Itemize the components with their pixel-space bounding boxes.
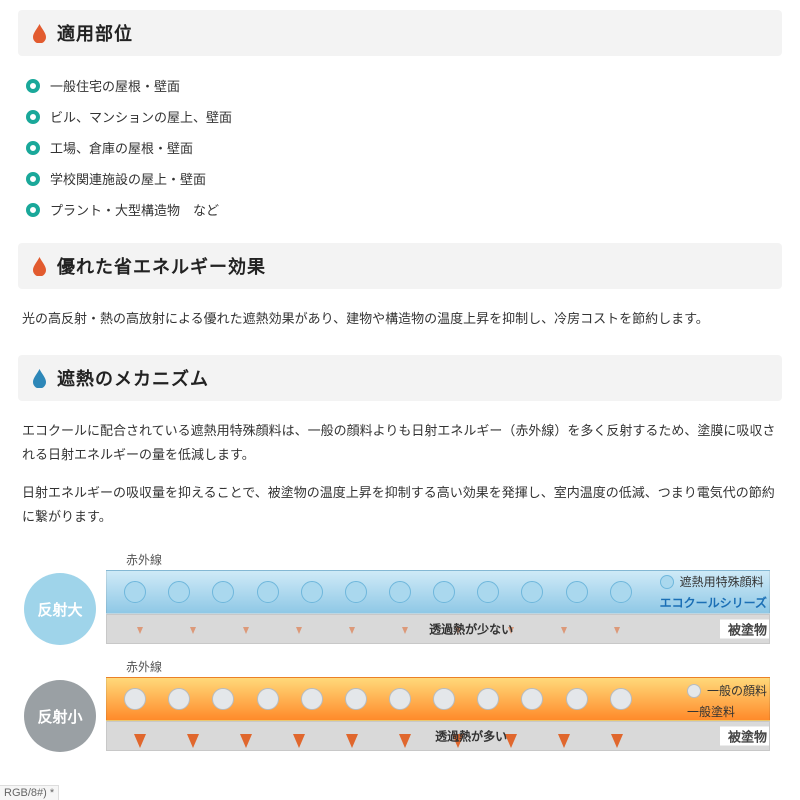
energy-paragraph: 光の高反射・熱の高放射による優れた遮熱効果があり、建物や構造物の温度上昇を抑制し… <box>18 303 782 345</box>
substrate-layer: 透過熱が少ない 被塗物 <box>106 614 770 644</box>
transmitted-arrows <box>107 627 649 644</box>
legend-label: 遮熱用特殊顔料 <box>680 573 764 590</box>
ir-label: 赤外線 <box>126 658 770 675</box>
badge-small-reflection: 反射小 <box>24 680 96 752</box>
legend-label: 一般の顔料 <box>707 682 767 699</box>
diagram-group-small: 赤外線 反射小 一般の顔料 一般塗料 透過熱が多い 被塗物 <box>30 658 770 751</box>
status-footer: RGB/8#) * <box>0 785 59 800</box>
list-item: 工場、倉庫の屋根・壁面 <box>26 132 782 163</box>
list-item-label: ビル、マンションの屋上、壁面 <box>50 107 232 126</box>
pigments-blue <box>107 571 649 613</box>
section-header-mechanism: 遮熱のメカニズム <box>18 355 782 401</box>
transmitted-arrows <box>107 734 649 751</box>
list-item: ビル、マンションの屋上、壁面 <box>26 101 782 132</box>
layers-small: 一般の顔料 一般塗料 透過熱が多い 被塗物 <box>106 677 770 751</box>
list-item-label: 工場、倉庫の屋根・壁面 <box>50 138 193 157</box>
drop-icon <box>32 256 47 276</box>
mechanism-paragraph-2: 日射エネルギーの吸収量を抑えることで、被塗物の温度上昇を抑制する高い効果を発揮し… <box>18 481 782 543</box>
ir-label: 赤外線 <box>126 551 770 568</box>
substrate-label: 被塗物 <box>720 727 770 746</box>
pigments-gray <box>107 678 649 720</box>
mid-label: 透過熱が多い <box>435 728 507 745</box>
section-title: 適用部位 <box>57 20 133 46</box>
bullet-ring-icon <box>26 203 40 217</box>
coating-layer-general: 一般の顔料 一般塗料 <box>106 677 770 721</box>
bullet-ring-icon <box>26 141 40 155</box>
legend-large: 遮熱用特殊顔料 エコクールシリーズ <box>660 573 767 611</box>
substrate-layer: 透過熱が多い 被塗物 <box>106 721 770 751</box>
bullet-ring-icon <box>26 110 40 124</box>
list-item: 学校関連施設の屋上・壁面 <box>26 163 782 194</box>
badge-large-reflection: 反射大 <box>24 573 96 645</box>
mechanism-paragraph-1: エコクールに配合されている遮熱用特殊顔料は、一般の顔料よりも日射エネルギー（赤外… <box>18 415 782 481</box>
list-item: プラント・大型構造物 など <box>26 194 782 225</box>
layers-large: 遮熱用特殊顔料 エコクールシリーズ 透過熱が少ない 被塗物 <box>106 570 770 644</box>
list-item: 一般住宅の屋根・壁面 <box>26 70 782 101</box>
coating-layer-ecocool: 遮熱用特殊顔料 エコクールシリーズ <box>106 570 770 614</box>
substrate-label: 被塗物 <box>720 620 770 639</box>
legend-dot-icon <box>660 575 674 589</box>
section-title: 遮熱のメカニズム <box>57 365 209 391</box>
list-item-label: プラント・大型構造物 など <box>50 200 219 219</box>
mechanism-diagram: 赤外線 反射大 遮熱用特殊顔料 エコクールシリーズ 透過熱が少ない 被塗物 赤外… <box>30 551 770 751</box>
bullet-ring-icon <box>26 79 40 93</box>
legend-brand: エコクールシリーズ <box>660 594 767 611</box>
application-list: 一般住宅の屋根・壁面 ビル、マンションの屋上、壁面 工場、倉庫の屋根・壁面 学校… <box>18 70 782 233</box>
bullet-ring-icon <box>26 172 40 186</box>
drop-icon <box>32 368 47 388</box>
mid-label: 透過熱が少ない <box>429 621 513 638</box>
legend-dot-icon <box>687 684 701 698</box>
list-item-label: 一般住宅の屋根・壁面 <box>50 76 180 95</box>
drop-icon <box>32 23 47 43</box>
diagram-group-large: 赤外線 反射大 遮熱用特殊顔料 エコクールシリーズ 透過熱が少ない 被塗物 <box>30 551 770 644</box>
list-item-label: 学校関連施設の屋上・壁面 <box>50 169 206 188</box>
section-title: 優れた省エネルギー効果 <box>57 253 266 279</box>
legend-label: 一般塗料 <box>687 703 735 720</box>
legend-small: 一般の顔料 一般塗料 <box>687 682 767 720</box>
section-header-application: 適用部位 <box>18 10 782 56</box>
section-header-energy: 優れた省エネルギー効果 <box>18 243 782 289</box>
